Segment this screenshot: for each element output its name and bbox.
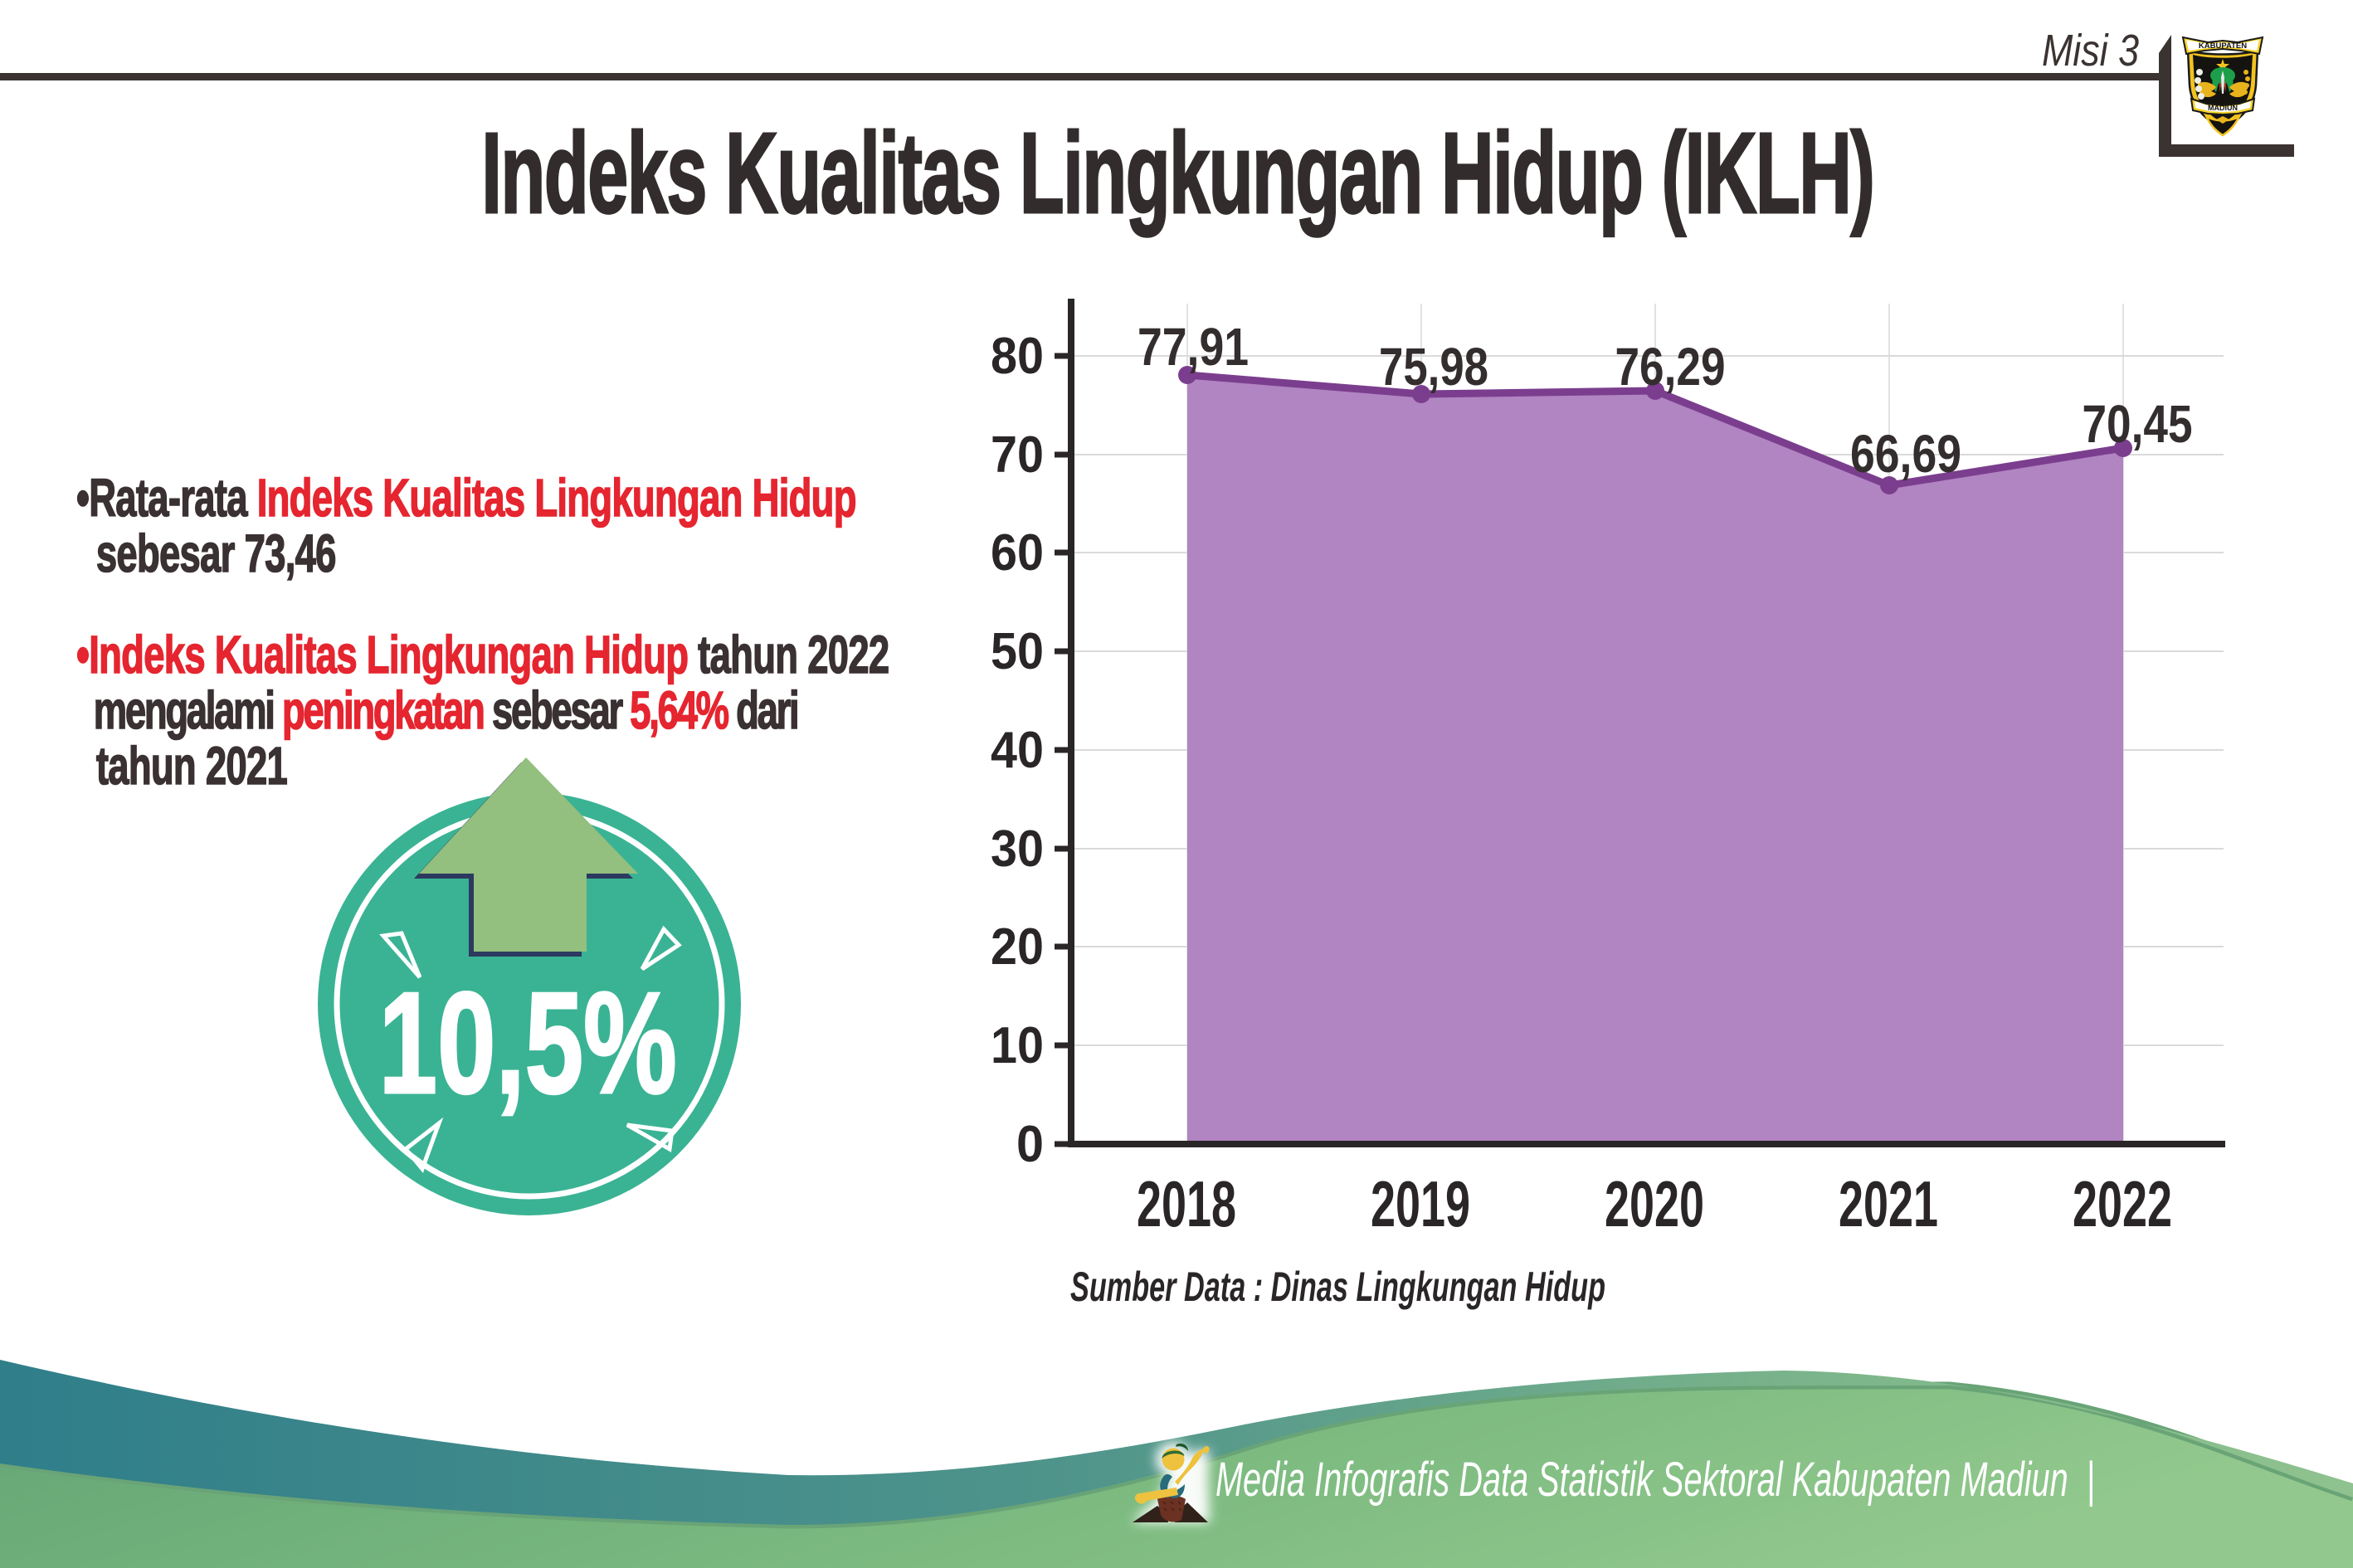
svg-text:60: 60 — [991, 524, 1044, 582]
svg-text:77,91: 77,91 — [1138, 317, 1249, 377]
svg-text:75,98: 75,98 — [1379, 337, 1488, 397]
svg-text:2022: 2022 — [2073, 1167, 2172, 1240]
svg-text:66,69: 66,69 — [1850, 424, 1961, 484]
svg-text:0: 0 — [1016, 1116, 1044, 1173]
svg-text:70: 70 — [991, 426, 1044, 484]
svg-text:20: 20 — [991, 918, 1044, 976]
svg-text:2019: 2019 — [1371, 1167, 1470, 1240]
svg-text:MADIUN: MADIUN — [2208, 104, 2238, 112]
svg-text:KABUPATEN: KABUPATEN — [2199, 41, 2247, 51]
svg-text:70,45: 70,45 — [2083, 394, 2193, 454]
svg-text:50: 50 — [991, 623, 1044, 680]
svg-text:30: 30 — [991, 821, 1044, 878]
svg-text:2020: 2020 — [1605, 1167, 1704, 1240]
svg-text:Sumber Data : Dinas Lingkungan: Sumber Data : Dinas Lingkungan Hidup — [1070, 1264, 1605, 1310]
svg-text:76,29: 76,29 — [1615, 337, 1726, 397]
svg-text:40: 40 — [991, 722, 1044, 779]
svg-text:2018: 2018 — [1137, 1167, 1236, 1240]
svg-text:80: 80 — [991, 328, 1044, 385]
svg-text:10: 10 — [991, 1017, 1044, 1074]
svg-text:2021: 2021 — [1839, 1167, 1938, 1240]
